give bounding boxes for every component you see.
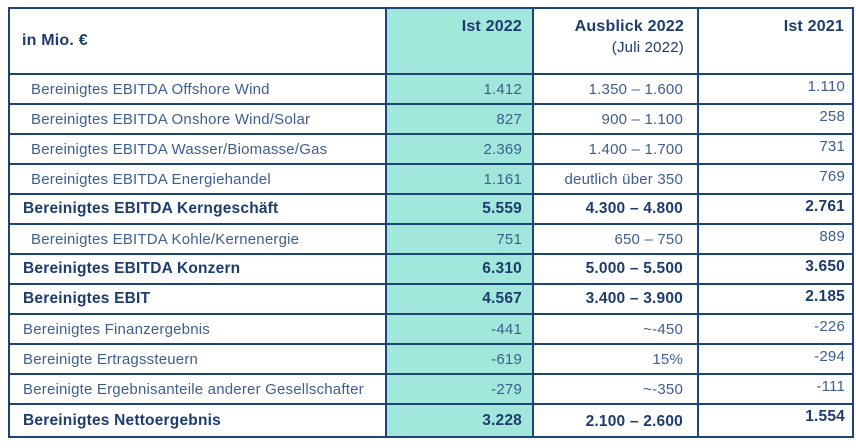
- financial-results-table-wrap: in Mio. € Ist 2022 Ausblick 2022 (Juli 2…: [8, 7, 854, 438]
- ist-2021-value: 3.650: [697, 253, 854, 285]
- ausblick-2022-value: 2.100 – 2.600: [532, 403, 699, 438]
- ist-2021-value: 258: [697, 103, 854, 135]
- ist-2022-value: 827: [385, 103, 534, 135]
- row-label: Bereinigtes EBIT: [8, 283, 387, 315]
- column-header-ist-2022: Ist 2022: [385, 7, 534, 75]
- ist-2022-value: 3.228: [385, 403, 534, 438]
- ist-2021-value: -111: [697, 373, 854, 405]
- ist-2022-value: 4.567: [385, 283, 534, 315]
- ist-2021-value: 889: [697, 223, 854, 255]
- ist-2021-value: 2.185: [697, 283, 854, 315]
- table-row: Bereinigtes Nettoergebnis 3.228 2.100 – …: [8, 403, 854, 438]
- table-row: Bereinigte Ertragssteuern -619 15% -294: [8, 343, 854, 375]
- ausblick-2022-value: 1.350 – 1.600: [532, 73, 699, 105]
- ist-2022-value: 1.161: [385, 163, 534, 195]
- ausblick-2022-value: deutlich über 350: [532, 163, 699, 195]
- table-row: Bereinigtes EBITDA Wasser/Biomasse/Gas 2…: [8, 133, 854, 165]
- row-label: Bereinigtes Nettoergebnis: [8, 403, 387, 438]
- table-row: Bereinigtes EBIT 4.567 3.400 – 3.900 2.1…: [8, 283, 854, 315]
- ist-2022-value: 5.559: [385, 193, 534, 225]
- ausblick-2022-value: 4.300 – 4.800: [532, 193, 699, 225]
- table-row: Bereinigtes EBITDA Konzern 6.310 5.000 –…: [8, 253, 854, 285]
- ist-2022-value: -279: [385, 373, 534, 405]
- ausblick-2022-value: ~-350: [532, 373, 699, 405]
- column-header-ausblick-2022: Ausblick 2022 (Juli 2022): [532, 7, 699, 75]
- financial-results-table: in Mio. € Ist 2022 Ausblick 2022 (Juli 2…: [8, 7, 854, 438]
- table-row: Bereinigtes EBITDA Offshore Wind 1.412 1…: [8, 73, 854, 105]
- ist-2022-value: 2.369: [385, 133, 534, 165]
- table-body: Bereinigtes EBITDA Offshore Wind 1.412 1…: [8, 73, 854, 438]
- header-row: in Mio. € Ist 2022 Ausblick 2022 (Juli 2…: [8, 7, 854, 75]
- table-row: Bereinigtes EBITDA Kohle/Kernenergie 751…: [8, 223, 854, 255]
- column-header-ist-2021: Ist 2021: [697, 7, 854, 75]
- row-label: Bereinigtes Finanzergebnis: [8, 313, 387, 345]
- table-row: Bereinigtes EBITDA Kerngeschäft 5.559 4.…: [8, 193, 854, 225]
- row-label: Bereinigte Ergebnisanteile anderer Gesel…: [8, 373, 387, 405]
- row-label: Bereinigtes EBITDA Wasser/Biomasse/Gas: [8, 133, 387, 165]
- ist-2022-value: 751: [385, 223, 534, 255]
- ist-2022-value: 6.310: [385, 253, 534, 285]
- table-row: Bereinigtes EBITDA Onshore Wind/Solar 82…: [8, 103, 854, 135]
- ist-2021-value: 1.110: [697, 73, 854, 105]
- row-label: Bereinigte Ertragssteuern: [8, 343, 387, 375]
- ist-2021-value: 1.554: [697, 403, 854, 438]
- ist-2022-value: -441: [385, 313, 534, 345]
- ausblick-2022-value: 3.400 – 3.900: [532, 283, 699, 315]
- row-label: Bereinigtes EBITDA Offshore Wind: [8, 73, 387, 105]
- ausblick-2022-value: 5.000 – 5.500: [532, 253, 699, 285]
- row-label: Bereinigtes EBITDA Kerngeschäft: [8, 193, 387, 225]
- ist-2021-value: 731: [697, 133, 854, 165]
- table-row: Bereinigte Ergebnisanteile anderer Gesel…: [8, 373, 854, 405]
- row-label: Bereinigtes EBITDA Kohle/Kernenergie: [8, 223, 387, 255]
- ist-2022-value: 1.412: [385, 73, 534, 105]
- ausblick-2022-value: 1.400 – 1.700: [532, 133, 699, 165]
- ausblick-subtitle: (Juli 2022): [611, 39, 684, 56]
- table-header: in Mio. € Ist 2022 Ausblick 2022 (Juli 2…: [8, 7, 854, 75]
- ausblick-2022-value: ~-450: [532, 313, 699, 345]
- row-label: Bereinigtes EBITDA Konzern: [8, 253, 387, 285]
- unit-label: in Mio. €: [8, 7, 387, 75]
- table-row: Bereinigtes Finanzergebnis -441 ~-450 -2…: [8, 313, 854, 345]
- ausblick-title: Ausblick 2022: [574, 18, 684, 35]
- ausblick-2022-value: 900 – 1.100: [532, 103, 699, 135]
- table-row: Bereinigtes EBITDA Energiehandel 1.161 d…: [8, 163, 854, 195]
- ist-2021-value: 2.761: [697, 193, 854, 225]
- ist-2021-value: 769: [697, 163, 854, 195]
- ausblick-2022-value: 650 – 750: [532, 223, 699, 255]
- ist-2021-value: -226: [697, 313, 854, 345]
- ist-2022-value: -619: [385, 343, 534, 375]
- row-label: Bereinigtes EBITDA Onshore Wind/Solar: [8, 103, 387, 135]
- row-label: Bereinigtes EBITDA Energiehandel: [8, 163, 387, 195]
- ausblick-2022-value: 15%: [532, 343, 699, 375]
- ist-2021-value: -294: [697, 343, 854, 375]
